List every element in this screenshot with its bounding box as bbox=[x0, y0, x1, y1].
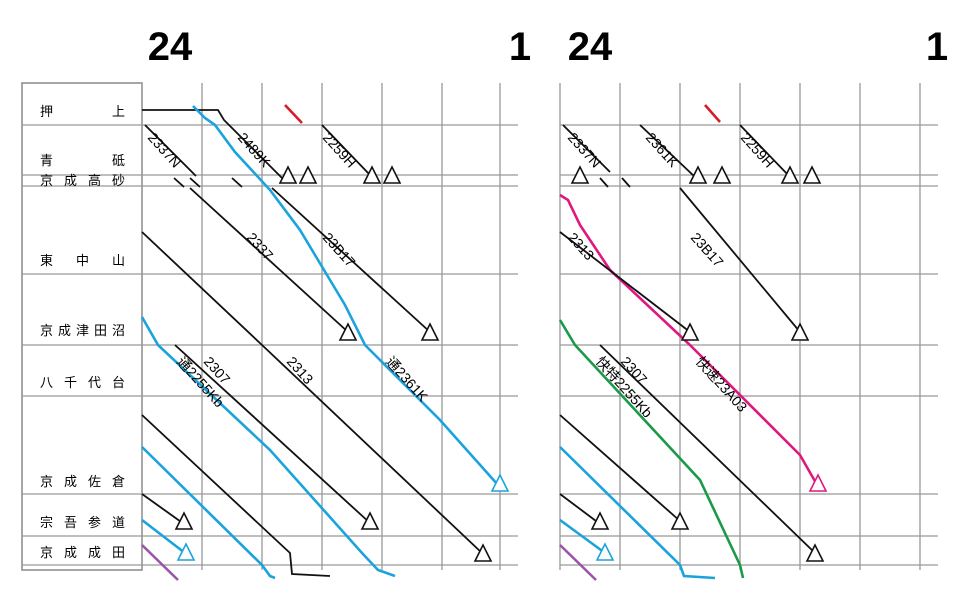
arrival-mark bbox=[382, 165, 402, 184]
train-line bbox=[141, 414, 331, 577]
train-line bbox=[141, 493, 185, 525]
train-label: 23B17 bbox=[320, 229, 359, 270]
train-line bbox=[141, 544, 179, 581]
arrival-mark bbox=[808, 473, 828, 492]
station-name: 京成佐倉 bbox=[40, 475, 125, 490]
train-line bbox=[559, 414, 681, 522]
train-label: 2337N bbox=[565, 129, 605, 170]
arrival-mark bbox=[338, 322, 358, 341]
arrival-mark bbox=[780, 165, 800, 184]
hour-label: 1 bbox=[509, 25, 531, 69]
train-label: 2361K bbox=[643, 129, 682, 170]
train-line bbox=[599, 344, 816, 554]
arrival-mark bbox=[473, 543, 493, 562]
train-line bbox=[144, 124, 197, 177]
train-line bbox=[141, 231, 483, 554]
train-line bbox=[739, 124, 791, 178]
arrival-mark bbox=[362, 165, 382, 184]
train-line bbox=[679, 187, 801, 333]
arrival-mark bbox=[670, 511, 690, 530]
station-name: 青砥 bbox=[40, 154, 125, 169]
train-line bbox=[271, 187, 431, 333]
train-line bbox=[704, 104, 721, 123]
train-line bbox=[142, 109, 285, 181]
train-line bbox=[173, 177, 185, 188]
train-line bbox=[174, 344, 371, 524]
train-line bbox=[284, 104, 303, 124]
station-name: 京成成田 bbox=[40, 546, 125, 561]
station-name: 宗吾参道 bbox=[40, 515, 125, 531]
train-line bbox=[141, 518, 186, 555]
arrival-mark bbox=[790, 322, 810, 341]
train-line bbox=[189, 177, 201, 188]
train-line bbox=[559, 231, 691, 333]
hour-label: 1 bbox=[926, 25, 948, 69]
arrival-mark bbox=[590, 511, 610, 530]
train-label: 快速23A03 bbox=[693, 353, 751, 415]
arrival-mark bbox=[688, 165, 708, 184]
train-line bbox=[559, 493, 601, 525]
train-label: 2259H bbox=[320, 129, 360, 170]
train-line bbox=[559, 544, 597, 581]
arrival-mark bbox=[805, 543, 825, 562]
station-name: 押上 bbox=[40, 105, 125, 120]
train-label: 2259H bbox=[738, 129, 778, 170]
arrival-mark bbox=[595, 542, 615, 561]
train-label: 23B17 bbox=[688, 229, 727, 270]
train-line bbox=[558, 319, 745, 579]
train-label: 2337 bbox=[244, 229, 277, 263]
arrival-mark bbox=[298, 165, 318, 184]
station-name: 東中山 bbox=[40, 253, 125, 269]
station-name: 京成津田沼 bbox=[40, 324, 125, 339]
station-name: 八千代台 bbox=[40, 376, 125, 391]
hour-label: 24 bbox=[148, 25, 193, 69]
arrival-mark bbox=[278, 165, 298, 184]
train-line bbox=[140, 316, 396, 578]
train-line bbox=[559, 446, 716, 580]
train-line bbox=[599, 177, 609, 188]
arrival-mark bbox=[176, 542, 196, 561]
train-line bbox=[192, 105, 499, 486]
arrival-mark bbox=[570, 165, 590, 184]
train-label: 通2361K bbox=[383, 353, 432, 405]
train-line bbox=[189, 187, 349, 333]
arrival-mark bbox=[360, 511, 380, 530]
train-line bbox=[559, 518, 606, 555]
train-label: 2337N bbox=[145, 129, 185, 170]
arrival-mark bbox=[174, 511, 194, 530]
arrival-mark bbox=[420, 322, 440, 341]
hour-label: 24 bbox=[568, 25, 613, 69]
arrival-mark bbox=[490, 473, 510, 492]
train-line bbox=[562, 124, 611, 173]
train-line bbox=[621, 177, 631, 188]
arrival-mark bbox=[802, 165, 822, 184]
train-line bbox=[321, 124, 371, 176]
train-line bbox=[141, 446, 276, 580]
train-line bbox=[231, 177, 243, 188]
arrival-mark bbox=[712, 165, 732, 184]
arrival-mark bbox=[680, 322, 700, 341]
train-line bbox=[639, 124, 696, 178]
